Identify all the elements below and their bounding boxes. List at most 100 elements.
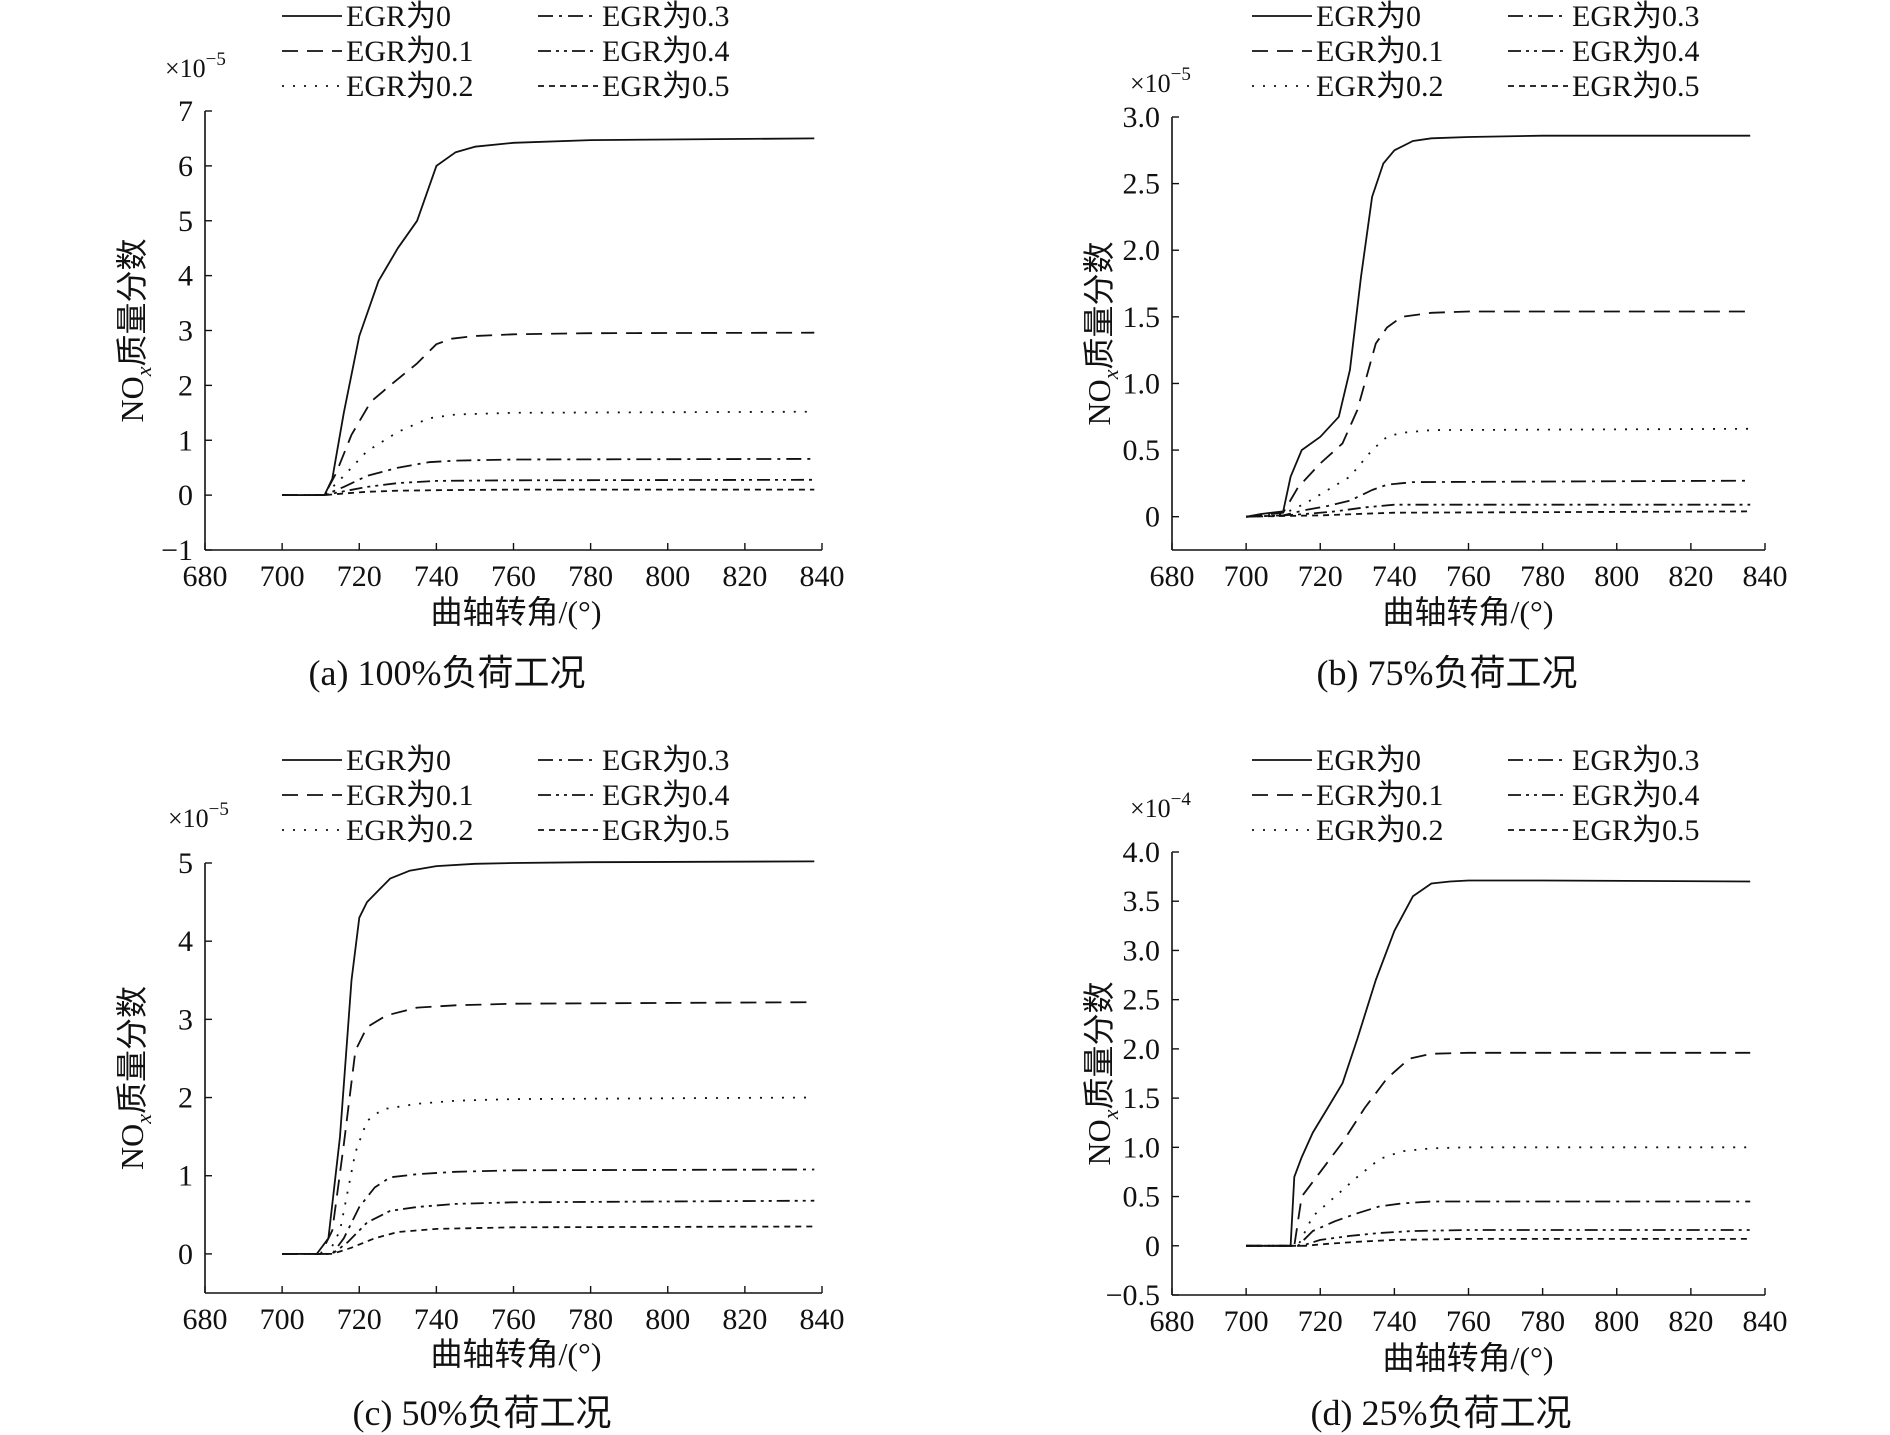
panel-caption: (c) 50%负荷工况 [353, 1393, 612, 1433]
legend-label: EGR为0 [346, 0, 451, 33]
x-tick-label: 840 [800, 560, 845, 593]
x-tick-label: 760 [491, 1303, 536, 1336]
legend-label: EGR为0.2 [346, 814, 474, 847]
y-tick-label: 5 [178, 205, 193, 238]
y-tick-label: 0 [178, 1238, 193, 1271]
x-tick-label: 820 [722, 1303, 767, 1336]
y-tick-label: 3.0 [1123, 934, 1161, 967]
series-line-egr-2 [1246, 1146, 1751, 1247]
x-axis-title: 曲轴转角/(°) [1382, 594, 1553, 630]
y-tick-label: 3 [178, 1003, 193, 1036]
legend-label: EGR为0 [1316, 0, 1421, 33]
series-line-egr-0 [282, 137, 815, 497]
x-tick-label: 720 [1298, 560, 1343, 593]
x-tick-label: 700 [260, 560, 305, 593]
legend-label: EGR为0.1 [346, 35, 474, 68]
y-tick-label: 4 [178, 260, 193, 293]
panel-caption: (d) 25%负荷工况 [1311, 1393, 1572, 1433]
x-tick-label: 760 [1446, 1305, 1491, 1338]
x-tick-label: 820 [1668, 560, 1713, 593]
y-tick-label: −1 [161, 534, 193, 567]
legend-label: EGR为0.5 [1572, 70, 1700, 103]
x-axis-title: 曲轴转角/(°) [430, 594, 601, 630]
series-line-egr-3 [1246, 1200, 1751, 1247]
x-tick-label: 700 [260, 1303, 305, 1336]
y-tick-label: 7 [178, 95, 193, 128]
x-tick-label: 780 [1520, 1305, 1565, 1338]
legend-label: EGR为0.1 [346, 779, 474, 812]
y-tick-label: −0.5 [1106, 1279, 1160, 1312]
legend-label: EGR为0 [1316, 744, 1421, 777]
series-line-egr-1 [282, 331, 815, 497]
y-tick-label: 3 [178, 315, 193, 348]
legend-label: EGR为0.3 [1572, 744, 1700, 777]
y-tick-label: 3.0 [1123, 101, 1161, 134]
panel-a: 680 700 720 740 760 780 800 820 840 −1 0 1 2 3 4 5 6 7 ×10… [114, 0, 845, 693]
y-tick-label: 0 [178, 479, 193, 512]
panel-c: 680 700 720 740 760 780 800 820 840 0 1 2 3 4 5 ×10−5 NO… [114, 744, 845, 1433]
y-tick-label: 0.5 [1123, 434, 1161, 467]
x-tick-label: 800 [645, 560, 690, 593]
y-tick-label: 6 [178, 150, 193, 183]
series-line-egr-1 [1246, 1051, 1751, 1247]
x-tick-label: 820 [1668, 1305, 1713, 1338]
x-tick-label: 780 [568, 1303, 613, 1336]
series-line-egr-0 [1245, 134, 1751, 518]
series-line-egr-5 [282, 488, 815, 497]
x-axis-title: 曲轴转角/(°) [430, 1336, 601, 1372]
y-axis-title: NOx质量分数 [1081, 242, 1123, 426]
series-line-egr-3 [282, 457, 815, 497]
x-tick-label: 720 [337, 1303, 382, 1336]
axis-scale-factor: ×10−4 [1130, 789, 1191, 823]
panel-caption: (a) 100%负荷工况 [309, 653, 586, 693]
y-tick-label: 4.0 [1123, 836, 1161, 869]
legend-label: EGR为0.4 [602, 779, 730, 812]
y-tick-label: 2.0 [1123, 1033, 1161, 1066]
legend-label: EGR为0.2 [346, 70, 474, 103]
x-tick-label: 680 [183, 560, 228, 593]
x-tick-label: 840 [1743, 1305, 1788, 1338]
legend-label: EGR为0.2 [1316, 814, 1444, 847]
x-tick-label: 720 [1298, 1305, 1343, 1338]
panel-d: 680 700 720 740 760 780 800 820 840 −0.5 0 0.5 1.0 1.… [1081, 744, 1788, 1433]
series-line-egr-5 [1246, 1238, 1751, 1247]
x-tick-label: 680 [183, 1303, 228, 1336]
legend-label: EGR为0.3 [1572, 0, 1700, 33]
legend-label: EGR为0.5 [602, 814, 730, 847]
y-tick-label: 1.5 [1123, 1082, 1161, 1115]
series-line-egr-4 [282, 1199, 815, 1255]
series-line-egr-0 [1246, 879, 1751, 1247]
legend-label: EGR为0.5 [1572, 814, 1700, 847]
x-tick-label: 680 [1150, 560, 1195, 593]
legend-label: EGR为0.5 [602, 70, 730, 103]
legend-label: EGR为0.1 [1316, 779, 1444, 812]
y-tick-label: 2.0 [1123, 234, 1161, 267]
legend-label: EGR为0.4 [602, 35, 730, 68]
legend-label: EGR为0.3 [602, 0, 730, 33]
x-tick-label: 780 [568, 560, 613, 593]
series-line-egr-1 [282, 1001, 815, 1255]
series-line-egr-1 [1246, 310, 1751, 518]
x-tick-label: 700 [1224, 560, 1269, 593]
y-tick-label: 0 [1145, 1230, 1160, 1263]
y-axis-title: NOx质量分数 [114, 239, 156, 423]
y-tick-label: 1 [178, 424, 193, 457]
y-tick-label: 5 [178, 847, 193, 880]
x-tick-label: 740 [1372, 560, 1417, 593]
y-tick-label: 1.5 [1123, 301, 1161, 334]
y-tick-label: 2 [178, 369, 193, 402]
x-tick-label: 840 [1743, 560, 1788, 593]
series-line-egr-5 [1246, 510, 1751, 518]
panel-b: 680 700 720 740 760 780 800 820 840 0 0.5 1.0 1.5 2.0… [1081, 0, 1788, 693]
x-tick-label: 760 [1446, 560, 1491, 593]
x-tick-label: 680 [1150, 1305, 1195, 1338]
y-tick-label: 2.5 [1123, 984, 1161, 1017]
series-line-egr-2 [1246, 427, 1751, 518]
x-tick-label: 740 [414, 560, 459, 593]
series-line-egr-3 [282, 1168, 815, 1255]
x-tick-label: 700 [1224, 1305, 1269, 1338]
y-tick-label: 1 [178, 1160, 193, 1193]
series-line-egr-4 [1246, 1229, 1751, 1247]
